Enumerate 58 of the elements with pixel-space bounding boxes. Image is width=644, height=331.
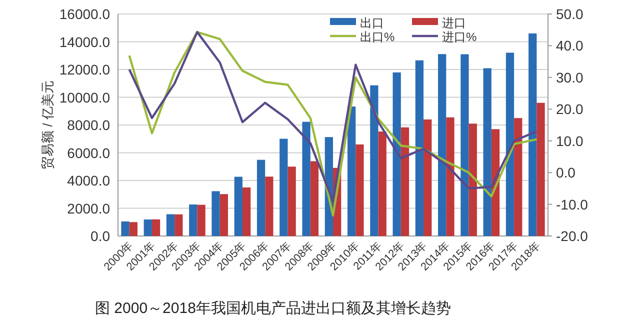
- y2-tick-label: 40.0: [556, 38, 584, 54]
- bar: [152, 219, 160, 236]
- y-tick-label: 0.0: [90, 228, 110, 244]
- bar: [265, 176, 274, 236]
- bar: [468, 124, 477, 236]
- y2-tick-label: 30.0: [556, 69, 584, 86]
- y-tick-label: 2000.0: [67, 200, 110, 216]
- y-axis-title: 贸易额 / 亿美元: [40, 80, 55, 170]
- bar: [370, 85, 378, 236]
- bar: [347, 106, 356, 236]
- bar: [438, 54, 446, 236]
- y-tick-label: 10000.0: [59, 89, 110, 106]
- bar: [483, 68, 492, 236]
- bar: [446, 117, 454, 236]
- y2-tick-label: 20.0: [556, 101, 584, 118]
- y2-tick-label: -10.0: [556, 196, 588, 212]
- legend-label: 出口%: [360, 30, 395, 44]
- bar: [415, 60, 424, 236]
- bar: [234, 176, 242, 236]
- y-tick-label: 8000.0: [67, 117, 110, 133]
- bar: [460, 54, 469, 236]
- bar: [378, 132, 386, 236]
- y2-tick-label: -20.0: [556, 228, 588, 244]
- legend-label: 进口: [442, 16, 466, 30]
- y-tick-label: 4000.0: [67, 172, 110, 188]
- y2-tick-label: 10.0: [556, 132, 584, 149]
- bar: [189, 204, 198, 236]
- y2-tick-label: 50.0: [556, 6, 584, 22]
- bar: [424, 119, 432, 236]
- y-tick-label: 14000.0: [59, 34, 110, 50]
- bar: [242, 187, 251, 236]
- bar: [400, 127, 410, 236]
- bar: [256, 160, 266, 236]
- y-tick-label: 16000.0: [59, 6, 110, 22]
- bar: [536, 102, 545, 236]
- bar: [310, 161, 319, 236]
- legend-label: 进口%: [442, 30, 477, 44]
- bar: [288, 166, 296, 236]
- bar: [121, 221, 130, 236]
- bar: [166, 214, 175, 236]
- bar: [528, 33, 537, 236]
- bar: [506, 52, 514, 236]
- bar: [280, 138, 288, 236]
- bar: [174, 214, 183, 236]
- bar: [220, 194, 228, 236]
- y-tick-label: 12000.0: [59, 62, 110, 78]
- legend-label: 出口: [360, 16, 384, 30]
- bar: [392, 72, 401, 236]
- y2-tick-label: 0.0: [556, 164, 576, 181]
- bar: [356, 144, 364, 236]
- bar: [514, 118, 522, 236]
- bar: [212, 191, 220, 236]
- bar: [144, 219, 152, 236]
- bar: [197, 204, 206, 236]
- bar: [129, 222, 138, 236]
- bar: [302, 122, 310, 236]
- text: 图 2000～2018年我国机电产品进出口额及其增长趋势: [95, 300, 451, 317]
- y-tick-label: 6000.0: [67, 144, 110, 161]
